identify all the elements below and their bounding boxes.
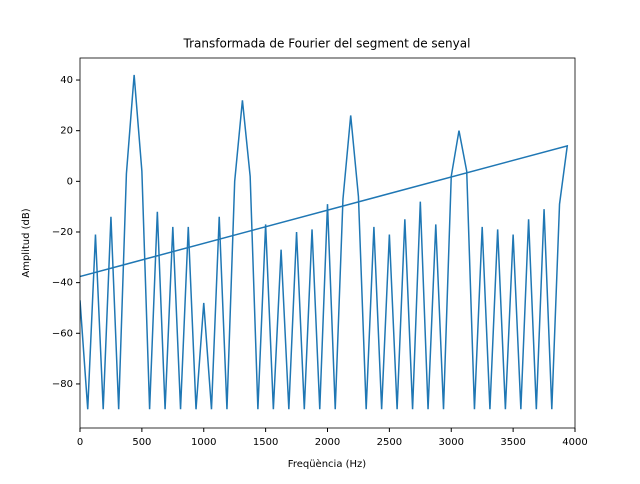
y-tick-label: −80	[52, 379, 73, 390]
x-tick-label: 500	[132, 437, 151, 448]
y-tick-label: −40	[52, 278, 73, 289]
y-tick-label: 40	[60, 75, 73, 86]
x-tick-label: 3000	[439, 437, 464, 448]
x-tick-label: 4000	[562, 437, 587, 448]
y-axis-label: Amplitud (dB)	[21, 208, 32, 277]
x-axis-label: Freqüència (Hz)	[288, 458, 366, 470]
x-tick-label: 2500	[377, 437, 402, 448]
x-tick-label: 1000	[191, 437, 216, 448]
x-tick-label: 2000	[315, 437, 340, 448]
y-tick-label: −20	[52, 227, 73, 238]
x-tick-label: 3500	[500, 437, 525, 448]
plot-frame	[79, 57, 576, 429]
x-tick-label: 0	[77, 437, 83, 448]
chart-title: Transformada de Fourier del segment de s…	[183, 37, 471, 51]
x-tick-label: 1500	[253, 437, 278, 448]
y-tick-label: 0	[67, 176, 73, 187]
y-tick-label: −60	[52, 328, 73, 339]
y-tick-label: 20	[60, 126, 73, 137]
data-line	[80, 74, 569, 410]
